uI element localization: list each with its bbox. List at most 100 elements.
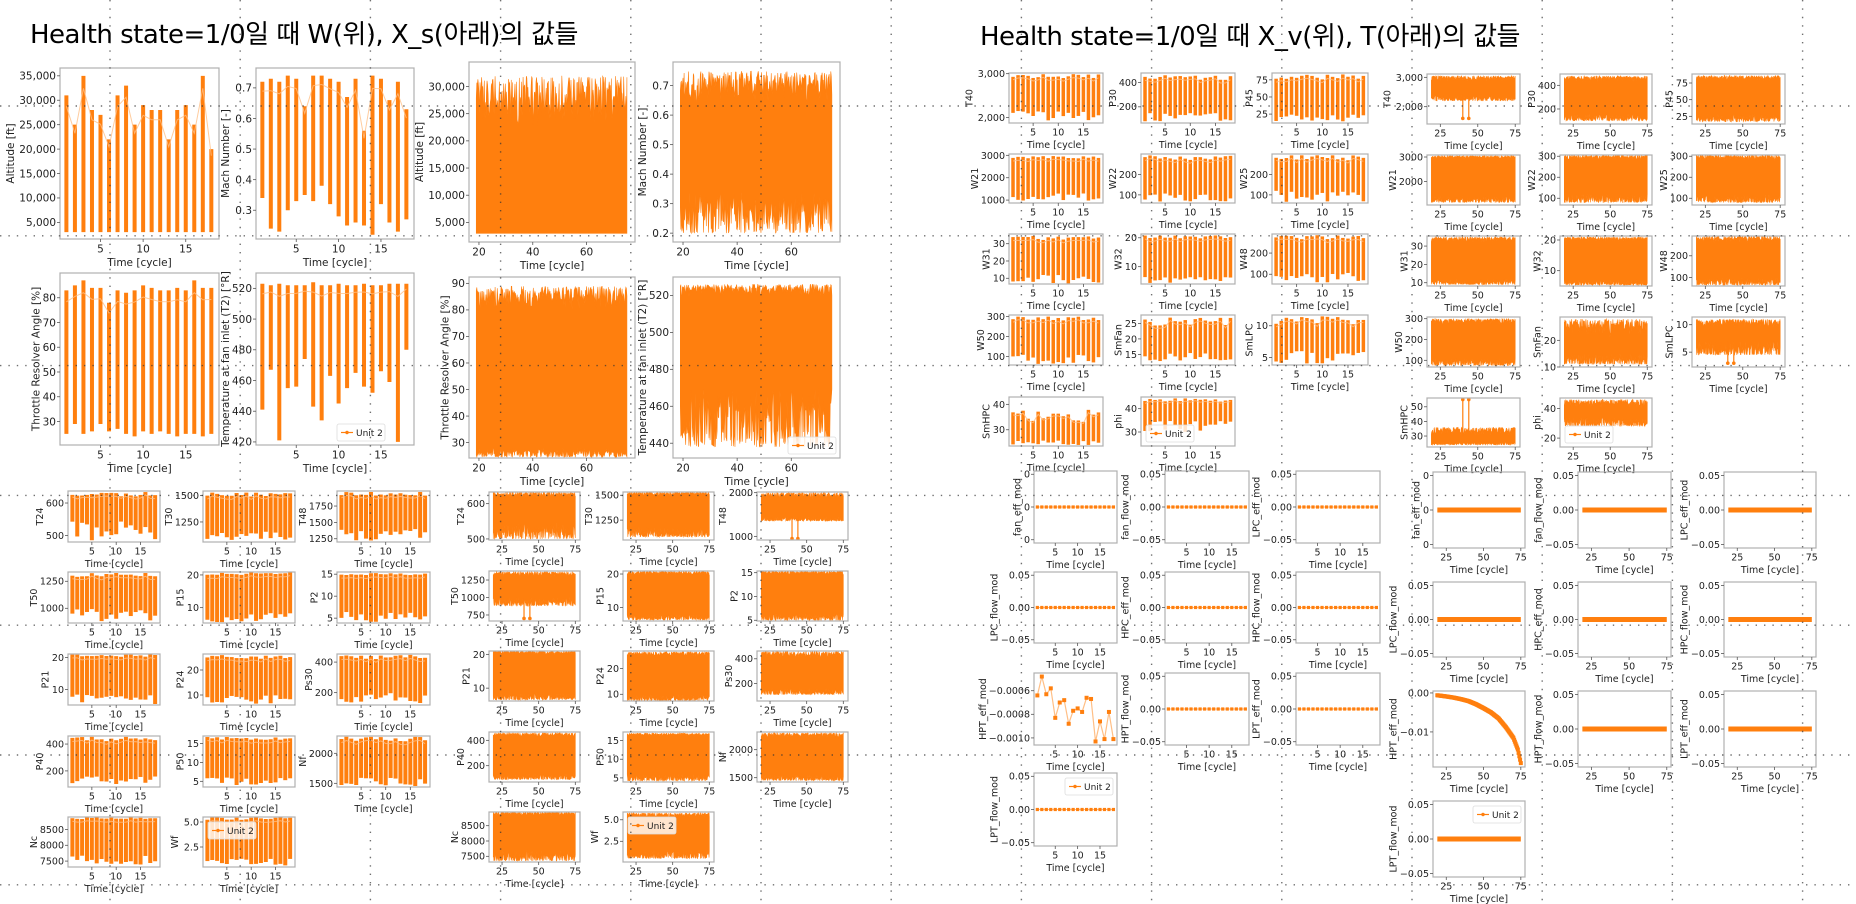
y-tick-label: 25 — [1125, 319, 1137, 330]
series-envelope — [1431, 317, 1516, 367]
y-axis-label: Temperature at fan inlet (T2) [°R] — [637, 280, 649, 457]
data-point — [1365, 505, 1369, 509]
data-point — [1374, 505, 1378, 509]
y-tick-label: −0.05 — [1691, 540, 1720, 551]
x-tick-label: 10 — [1052, 289, 1064, 300]
data-point — [1334, 605, 1338, 610]
y-tick-label: 25,000 — [428, 108, 465, 120]
y-tick-label: 0.05 — [1009, 772, 1030, 783]
legend-box — [336, 423, 386, 442]
y-tick-label: −0.05 — [1691, 649, 1720, 660]
x-tick-label: 50 — [1604, 452, 1616, 463]
series-line — [65, 88, 212, 156]
plot-area — [1563, 398, 1648, 428]
data-point — [1053, 715, 1058, 720]
series-envelope — [1696, 155, 1781, 204]
data-point — [1221, 707, 1225, 711]
legend-label: Unit 2 — [1584, 431, 1611, 441]
series-line — [207, 575, 291, 580]
x-axis-label: Time [cycle] — [1158, 382, 1217, 393]
x-axis-label: Time [cycle] — [1308, 560, 1367, 571]
data-point — [1084, 505, 1089, 509]
legend-label: Unit 2 — [647, 822, 674, 832]
plot-area — [1166, 605, 1247, 610]
y-tick-label: 200 — [1119, 102, 1137, 113]
plot-area — [1274, 155, 1366, 202]
x-tick-label: 5 — [358, 710, 364, 721]
x-tick-label: 50 — [1623, 662, 1635, 673]
x-tick-label: 25 — [1699, 291, 1711, 302]
x-axis-label: Time [cycle] — [219, 722, 278, 733]
x-tick-label: 60 — [580, 247, 593, 259]
axes-frame — [67, 490, 161, 543]
x-tick-label: 25 — [1585, 662, 1597, 673]
data-point — [1189, 707, 1193, 711]
y-axis-label: SmFan — [1533, 326, 1544, 358]
y-tick-label: −0.05 — [1545, 540, 1574, 551]
data-point — [1166, 605, 1170, 610]
data-point — [1093, 605, 1098, 610]
x-tick-label: 50 — [1472, 291, 1484, 302]
data-point — [1230, 707, 1234, 711]
data-point — [1075, 706, 1080, 711]
legend-box — [1145, 424, 1195, 443]
data-point — [1044, 692, 1049, 697]
data-point — [1466, 116, 1471, 121]
series-line — [66, 292, 212, 314]
plot-area — [1563, 74, 1648, 122]
plot-area — [1696, 74, 1781, 123]
data-point — [1243, 707, 1247, 711]
axes-frame — [1691, 316, 1786, 368]
plot-area — [680, 70, 833, 235]
data-point — [1175, 707, 1180, 711]
data-point — [1076, 807, 1080, 812]
y-axis-label: W32 — [1533, 250, 1544, 271]
plot-area — [475, 75, 628, 234]
x-tick-label: 5 — [1294, 370, 1300, 381]
x-tick-label: 25 — [1440, 772, 1452, 783]
x-tick-label: 15 — [134, 547, 146, 558]
series-envelope — [626, 651, 710, 701]
data-point — [1239, 707, 1243, 711]
x-axis-label: Time [cycle] — [504, 638, 563, 649]
series-line — [1275, 77, 1364, 84]
x-tick-label: 10 — [1184, 208, 1196, 219]
x-tick-label: 25 — [764, 706, 776, 717]
series-line — [72, 575, 156, 581]
data-point — [1315, 605, 1320, 610]
subplot-p30: 200 400 25 50 75 Time [cycle] P30 — [1527, 73, 1653, 152]
data-point — [1302, 605, 1306, 610]
x-tick-label: 5 — [1314, 750, 1320, 761]
axes-frame — [67, 735, 161, 788]
data-point — [1731, 361, 1736, 365]
axes-frame — [622, 731, 715, 783]
y-tick-label: 500 — [467, 534, 485, 545]
y-tick-label: 200 — [987, 332, 1005, 343]
y-tick-label: 80 — [452, 305, 465, 317]
plot-area — [1143, 317, 1233, 362]
data-point — [1311, 605, 1315, 610]
y-tick-label: 1250 — [461, 575, 485, 586]
y-tick-label: 0.00 — [1699, 724, 1720, 735]
y-tick-label: 0.05 — [1140, 571, 1161, 582]
y-tick-label: 2000 — [729, 488, 753, 499]
data-point — [1035, 605, 1039, 610]
y-tick-label: 300 — [1670, 152, 1688, 163]
subplot-w22: 100 200 300 25 50 75 Time [cycle] W22 — [1527, 152, 1653, 233]
x-axis-label: Time [cycle] — [1449, 784, 1508, 795]
x-tick-label: 15 — [1342, 370, 1354, 381]
series-envelope — [475, 75, 628, 234]
y-axis-label: W25 — [1239, 168, 1250, 189]
plot-area — [492, 732, 576, 781]
legend: Unit 2 — [1564, 425, 1614, 444]
x-axis-label: Time [cycle] — [638, 718, 697, 729]
y-axis-label: Altitude [ft] — [414, 122, 426, 182]
x-axis-label: Time [cycle] — [519, 260, 584, 272]
x-tick-label: 50 — [1737, 129, 1749, 140]
